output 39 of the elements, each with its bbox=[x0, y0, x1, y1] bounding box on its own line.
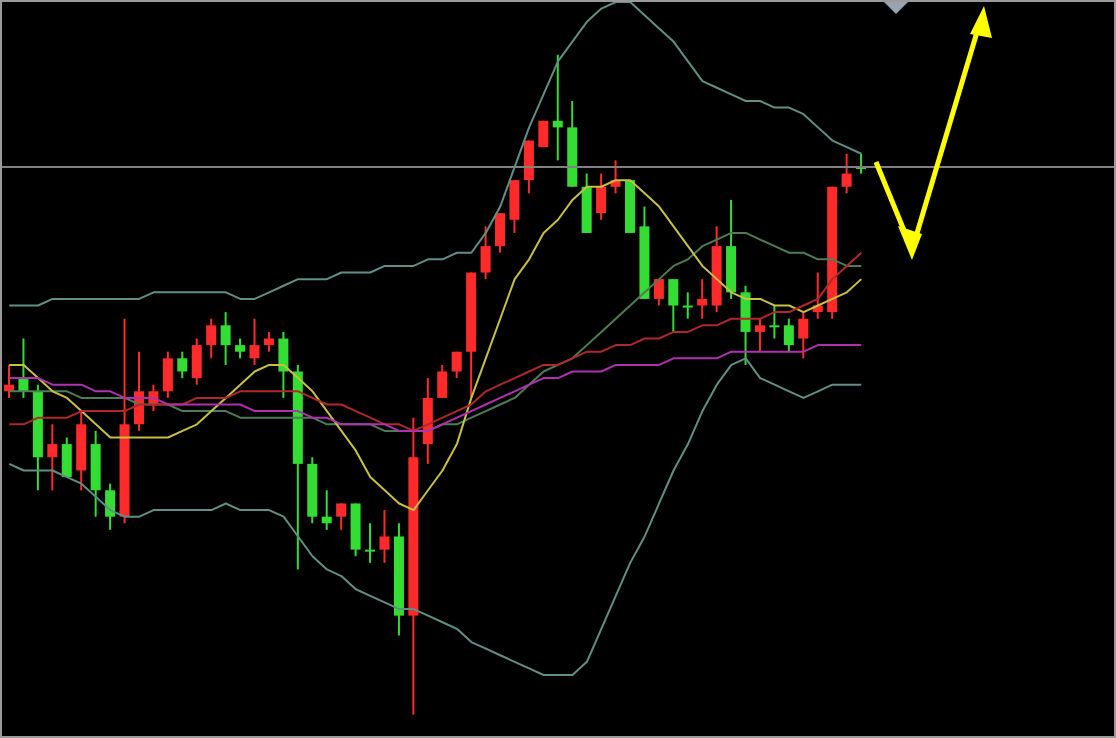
candlestick bbox=[783, 317, 794, 353]
candlestick bbox=[220, 311, 231, 366]
candlestick bbox=[162, 350, 173, 399]
candlestick bbox=[769, 304, 780, 340]
candlestick bbox=[552, 53, 563, 162]
candlestick bbox=[263, 330, 274, 353]
candlestick bbox=[798, 311, 809, 360]
candlestick bbox=[76, 410, 87, 492]
candlestick bbox=[235, 337, 246, 360]
candlestick bbox=[841, 152, 852, 195]
candlestick bbox=[422, 377, 433, 465]
candlestick bbox=[105, 482, 116, 531]
candlestick bbox=[379, 509, 390, 564]
candlestick bbox=[61, 436, 72, 479]
candlestick bbox=[350, 502, 361, 558]
candlestick bbox=[495, 212, 506, 254]
candlestick bbox=[249, 317, 260, 366]
candlestick bbox=[437, 363, 448, 399]
candlestick bbox=[596, 172, 607, 221]
candlestick bbox=[682, 291, 693, 320]
candlestick bbox=[451, 350, 462, 380]
candlestick bbox=[191, 337, 202, 386]
candlestick bbox=[668, 278, 679, 333]
candlestick bbox=[697, 278, 708, 320]
candlestick bbox=[726, 198, 737, 300]
candlestick bbox=[740, 284, 751, 366]
candlestick bbox=[90, 429, 101, 518]
candlestick bbox=[509, 179, 520, 234]
candlestick bbox=[581, 172, 592, 234]
candlestick bbox=[653, 278, 664, 307]
candlestick bbox=[754, 317, 765, 353]
candlestick bbox=[177, 350, 188, 380]
candlestick bbox=[206, 317, 217, 360]
candlestick bbox=[278, 330, 289, 399]
candlestick bbox=[321, 489, 332, 531]
candlestick bbox=[336, 502, 347, 531]
candlestick bbox=[47, 423, 58, 492]
candlestick bbox=[480, 225, 491, 281]
candlestick bbox=[365, 522, 376, 564]
